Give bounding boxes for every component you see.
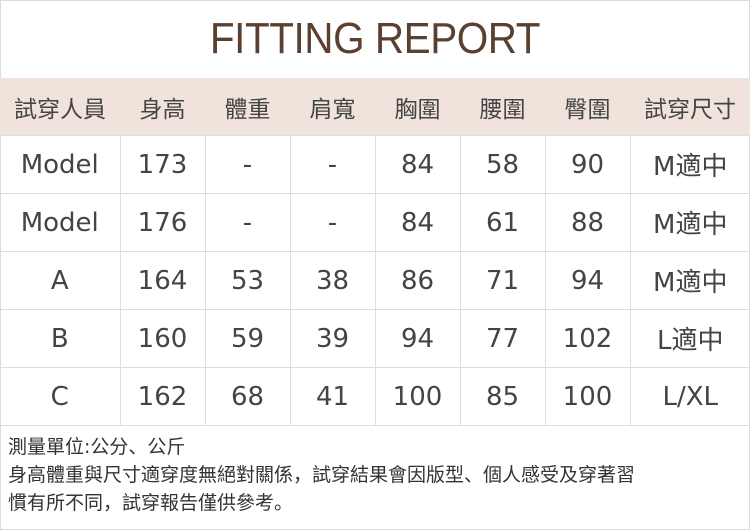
table-cell: L適中 (629, 309, 750, 368)
table-cell: 59 (204, 309, 291, 368)
table-cell: 53 (204, 251, 291, 310)
table-cell: 71 (459, 251, 546, 310)
fitting-table: 試穿人員 身高 體重 肩寬 胸圍 腰圍 臀圍 試穿尺寸 Model 173- -84 58 90 M適中… (0, 78, 750, 426)
table-cell: - (204, 135, 291, 194)
table-cell: 100 (544, 367, 631, 426)
table-cell: - (289, 135, 376, 194)
column-header: 身高 (120, 78, 205, 136)
column-header: 臀圍 (545, 78, 630, 136)
column-header: 試穿人員 (0, 78, 120, 136)
page-title: FITTING REPORT (209, 14, 541, 63)
table-row: Model 173- -84 58 90 M適中 (0, 135, 750, 194)
table-cell: M適中 (629, 135, 750, 194)
table-cell: B (0, 309, 121, 368)
table-cell: 86 (374, 251, 461, 310)
table-cell: 58 (459, 135, 546, 194)
table-cell: 38 (289, 251, 376, 310)
table-cell: - (204, 193, 291, 252)
table-cell: C (0, 367, 121, 426)
table-row: Model 176- -84 61 88 M適中 (0, 193, 750, 252)
table-cell: L/XL (629, 367, 750, 426)
table-cell: 84 (374, 135, 461, 194)
table-cell: 90 (544, 135, 631, 194)
table-cell: 39 (289, 309, 376, 368)
table-cell: 85 (459, 367, 546, 426)
table-cell: 61 (459, 193, 546, 252)
table-cell: 160 (119, 309, 206, 368)
table-cell: A (0, 251, 121, 310)
table-cell: 173 (119, 135, 206, 194)
notes: 測量單位:公分、公斤 身高體重與尺寸適穿度無絕對關係，試穿結果會因版型、個人感受… (8, 433, 635, 517)
table-row: A 164 53 38 86 71 94 M適中 (0, 251, 750, 310)
column-header: 肩寬 (290, 78, 375, 136)
column-header: 體重 (205, 78, 290, 136)
table-cell: 68 (204, 367, 291, 426)
table-cell: 84 (374, 193, 461, 252)
table-cell: M適中 (629, 251, 750, 310)
table-cell: 41 (289, 367, 376, 426)
unit-note: 測量單位:公分、公斤 (8, 436, 186, 458)
table-cell: 164 (119, 251, 206, 310)
table-cell: 94 (544, 251, 631, 310)
table-cell: 176 (119, 193, 206, 252)
column-header: 胸圍 (375, 78, 460, 136)
table-cell: 94 (374, 309, 461, 368)
disclaimer-line-2: 慣有所不同，試穿報告僅供參考。 (8, 492, 294, 514)
table-cell: - (289, 193, 376, 252)
table-cell: M適中 (629, 193, 750, 252)
header-row: 試穿人員 身高 體重 肩寬 胸圍 腰圍 臀圍 試穿尺寸 (0, 78, 750, 136)
table-cell: 77 (459, 309, 546, 368)
table-cell: Model (0, 135, 121, 194)
table-cell: 100 (374, 367, 461, 426)
table-cell: Model (0, 193, 121, 252)
table-cell: 88 (544, 193, 631, 252)
table-cell: 162 (119, 367, 206, 426)
table-cell: 102 (544, 309, 631, 368)
disclaimer-line-1: 身高體重與尺寸適穿度無絕對關係，試穿結果會因版型、個人感受及穿著習 (8, 464, 636, 486)
table-row: B 160 59 39 94 77 102 L適中 (0, 309, 750, 368)
column-header: 腰圍 (460, 78, 545, 136)
table-row: C 162 68 41 100 85 100 L/XL (0, 367, 750, 426)
column-header: 試穿尺寸 (630, 78, 750, 136)
